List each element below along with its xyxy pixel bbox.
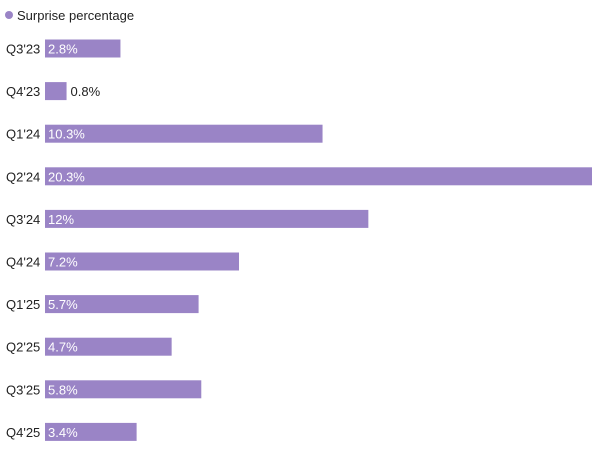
value-label: 10.3%	[48, 127, 85, 142]
category-label: Q4'24	[6, 255, 40, 270]
category-label: Q3'23	[6, 42, 40, 57]
legend-label: Surprise percentage	[17, 7, 135, 23]
bar	[45, 39, 121, 58]
value-label: 7.2%	[48, 255, 78, 270]
category-label: Q4'25	[6, 425, 40, 440]
value-label: 2.8%	[48, 42, 78, 57]
bar	[45, 209, 369, 228]
category-label: Q1'25	[6, 297, 40, 312]
bar	[45, 124, 323, 143]
category-label: Q2'25	[6, 340, 40, 355]
value-label: 3.4%	[48, 425, 78, 440]
bar	[45, 82, 67, 101]
bar	[45, 380, 202, 399]
bar	[45, 422, 137, 441]
value-label: 12%	[48, 212, 74, 227]
value-label: 4.7%	[48, 340, 78, 355]
category-label: Q3'25	[6, 382, 40, 397]
value-label: 5.7%	[48, 297, 78, 312]
bar	[45, 295, 199, 314]
bar	[45, 167, 592, 186]
category-label: Q3'24	[6, 212, 40, 227]
bar	[45, 337, 172, 356]
category-label: Q2'24	[6, 169, 40, 184]
bar	[45, 252, 240, 271]
legend-swatch	[5, 11, 13, 19]
value-label: 5.8%	[48, 382, 78, 397]
legend: Surprise percentage	[5, 6, 134, 24]
category-label: Q1'24	[6, 127, 40, 142]
category-label: Q4'23	[6, 84, 40, 99]
value-label: 20.3%	[48, 169, 85, 184]
value-label: 0.8%	[71, 84, 101, 99]
